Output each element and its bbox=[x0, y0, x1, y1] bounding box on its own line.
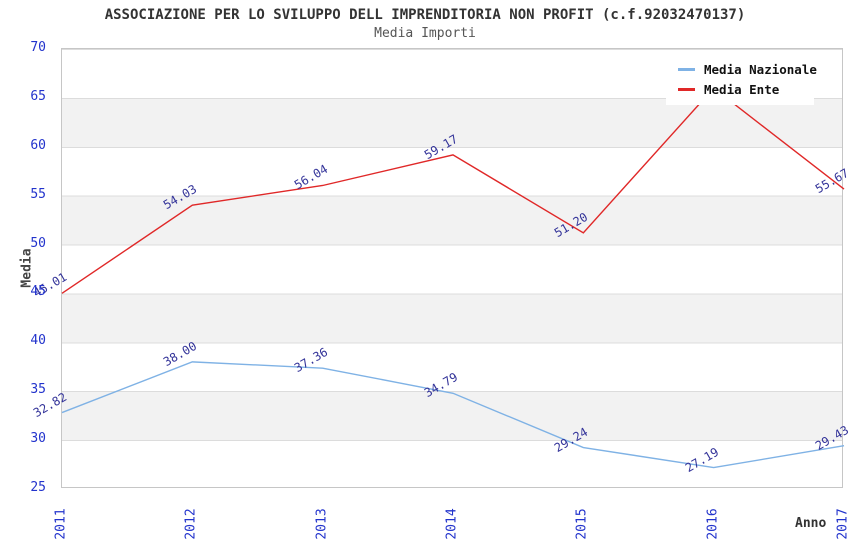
legend-label: Media Ente bbox=[704, 81, 780, 97]
x-tick-label: 2015 bbox=[574, 508, 590, 540]
y-tick-label: 25 bbox=[30, 480, 46, 495]
plot-area bbox=[61, 48, 845, 488]
x-axis-title: Anno bbox=[795, 516, 827, 531]
y-tick-label: 35 bbox=[30, 382, 46, 398]
chart-subtitle: Media Importi bbox=[374, 26, 476, 41]
legend-item-media-nazionale: Media Nazionale bbox=[666, 59, 817, 79]
legend-item-media-ente: Media Ente bbox=[666, 79, 814, 99]
legend: Media Nazionale Media Ente bbox=[666, 57, 817, 105]
y-tick-label: 40 bbox=[30, 333, 46, 349]
x-tick-label: 2013 bbox=[314, 508, 330, 540]
x-tick-label: 2012 bbox=[183, 508, 199, 540]
y-tick-label: 50 bbox=[30, 235, 46, 251]
y-tick-label: 45 bbox=[30, 284, 46, 300]
chart-title: ASSOCIAZIONE PER LO SVILUPPO DELL IMPREN… bbox=[104, 7, 746, 23]
x-tick-label: 2011 bbox=[53, 508, 69, 540]
x-tick-label: 2016 bbox=[705, 508, 721, 540]
y-tick-label: 60 bbox=[30, 137, 46, 153]
y-axis-title: Media bbox=[19, 248, 35, 288]
y-tick-label: 30 bbox=[30, 431, 46, 447]
media-ente-line-swatch bbox=[678, 87, 695, 91]
series-line-media-nazionale bbox=[61, 361, 845, 469]
media-nazionale-line-swatch bbox=[678, 67, 695, 71]
legend-label: Media Nazionale bbox=[704, 61, 817, 77]
x-tick-label: 2014 bbox=[444, 508, 460, 540]
y-tick-label: 70 bbox=[30, 40, 46, 55]
y-tick-label: 65 bbox=[30, 88, 46, 104]
chart-lines bbox=[61, 87, 845, 469]
x-tick-label: 2017 bbox=[835, 508, 850, 540]
y-tick-label: 55 bbox=[30, 186, 46, 202]
